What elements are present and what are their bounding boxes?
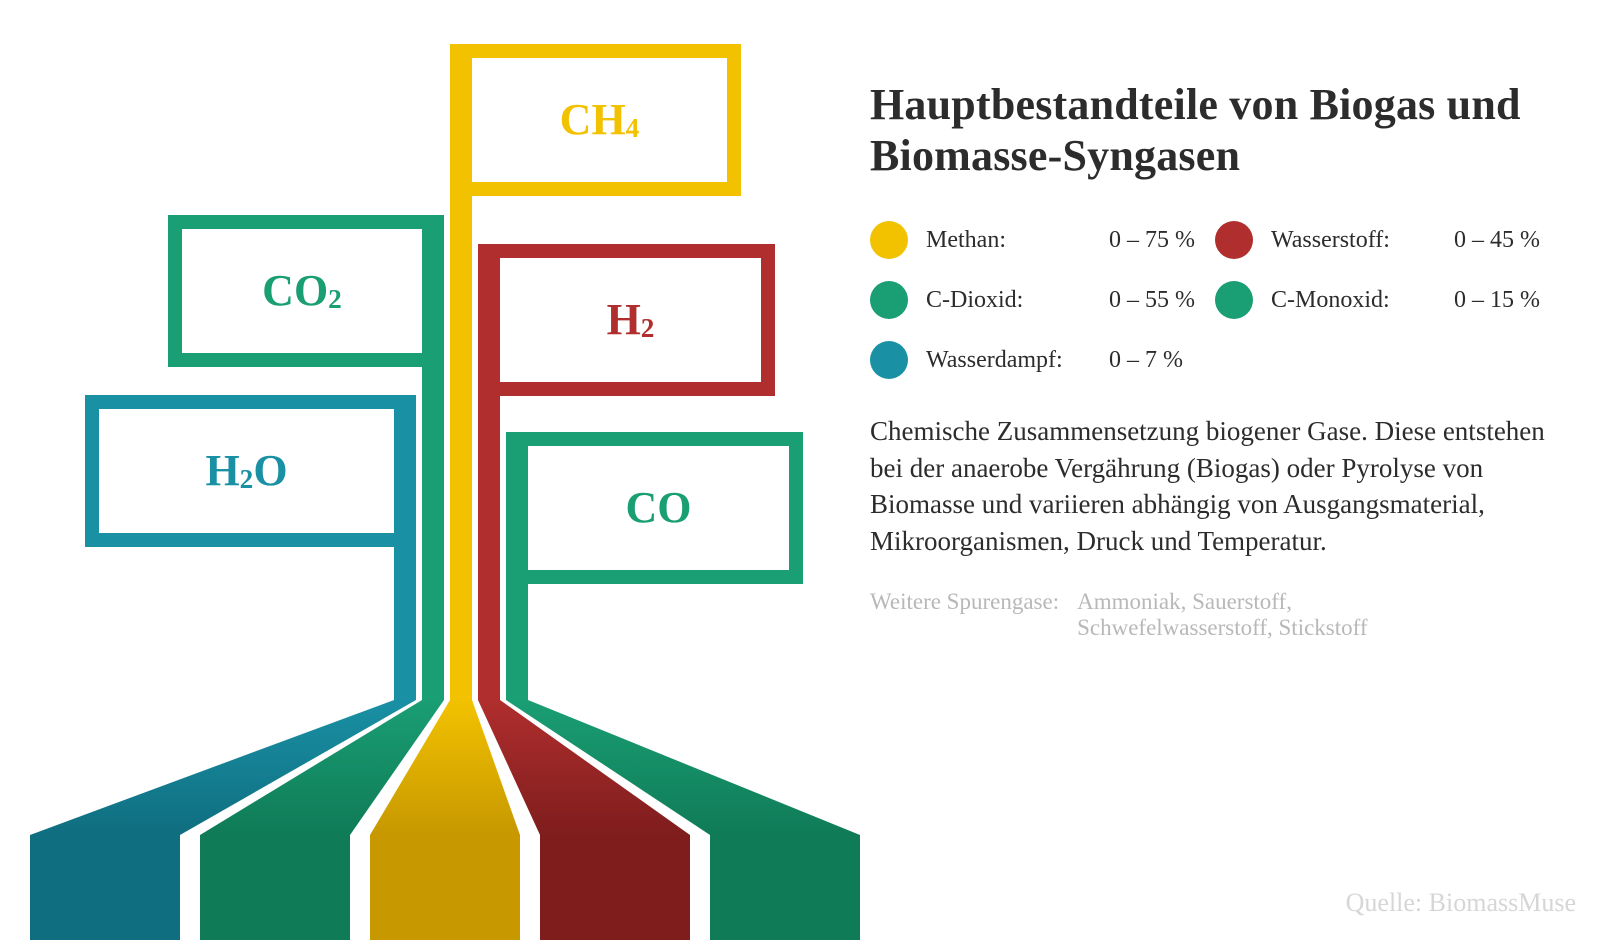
legend-swatch-co: [1215, 281, 1253, 319]
legend: Methan: 0 – 75 % Wasserstoff: 0 – 45 % C-Dio…: [870, 221, 1550, 379]
flag-label-ch4: CH4: [472, 58, 727, 182]
legend-item-h2o: Wasserdampf: 0 – 7 %: [870, 341, 1205, 379]
base-h2o: [30, 835, 180, 940]
flag-pole-h2o: [394, 395, 416, 547]
legend-value-co2: 0 – 55 %: [1109, 287, 1195, 314]
description: Chemische Zusammensetzung biogener Gase.…: [870, 413, 1550, 559]
legend-label-ch4: Methan:: [926, 227, 1091, 254]
biogas-diagram: H2O CO CO2 H2 CH4: [0, 0, 870, 940]
legend-value-h2: 0 – 45 %: [1454, 227, 1540, 254]
trace-gases: Weitere Spurengase: Ammoniak, Sauerstoff…: [870, 589, 1550, 641]
page-title: Hauptbestandteile von Biogas und Biomass…: [870, 80, 1550, 181]
legend-swatch-h2o: [870, 341, 908, 379]
base-h2: [540, 835, 690, 940]
base-ch4: [370, 835, 520, 940]
flag-pole-h2: [478, 244, 500, 396]
flag-label-h2o: H2O: [99, 409, 394, 533]
legend-value-co: 0 – 15 %: [1454, 287, 1540, 314]
flag-label-h2: H2: [500, 258, 761, 382]
base-co: [710, 835, 860, 940]
flag-label-co: CO: [528, 446, 789, 570]
flag-pole-co2: [422, 215, 444, 367]
legend-label-h2: Wasserstoff:: [1271, 227, 1436, 254]
legend-value-ch4: 0 – 75 %: [1109, 227, 1195, 254]
trace-value: Ammoniak, Sauerstoff, Schwefelwasserstof…: [1077, 589, 1457, 641]
legend-swatch-h2: [1215, 221, 1253, 259]
legend-value-h2o: 0 – 7 %: [1109, 347, 1183, 374]
legend-label-co: C-Monoxid:: [1271, 287, 1436, 314]
stem-co2: [422, 367, 444, 700]
legend-item-ch4: Methan: 0 – 75 %: [870, 221, 1205, 259]
text-column: Hauptbestandteile von Biogas und Biomass…: [870, 80, 1550, 641]
legend-item-h2: Wasserstoff: 0 – 45 %: [1215, 221, 1550, 259]
source-credit: Quelle: BiomassMuse: [1346, 888, 1576, 918]
legend-item-co2: C-Dioxid: 0 – 55 %: [870, 281, 1205, 319]
flag-pole-ch4: [450, 44, 472, 196]
flag-label-co2: CO2: [182, 229, 422, 353]
stem-co: [506, 584, 528, 700]
trace-label: Weitere Spurengase:: [870, 589, 1059, 641]
flag-pole-co: [506, 432, 528, 584]
legend-swatch-co2: [870, 281, 908, 319]
base-co2: [200, 835, 350, 940]
stem-h2o: [394, 547, 416, 700]
stem-h2: [478, 396, 500, 700]
legend-item-co: C-Monoxid: 0 – 15 %: [1215, 281, 1550, 319]
legend-label-co2: C-Dioxid:: [926, 287, 1091, 314]
legend-label-h2o: Wasserdampf:: [926, 347, 1091, 374]
legend-swatch-ch4: [870, 221, 908, 259]
